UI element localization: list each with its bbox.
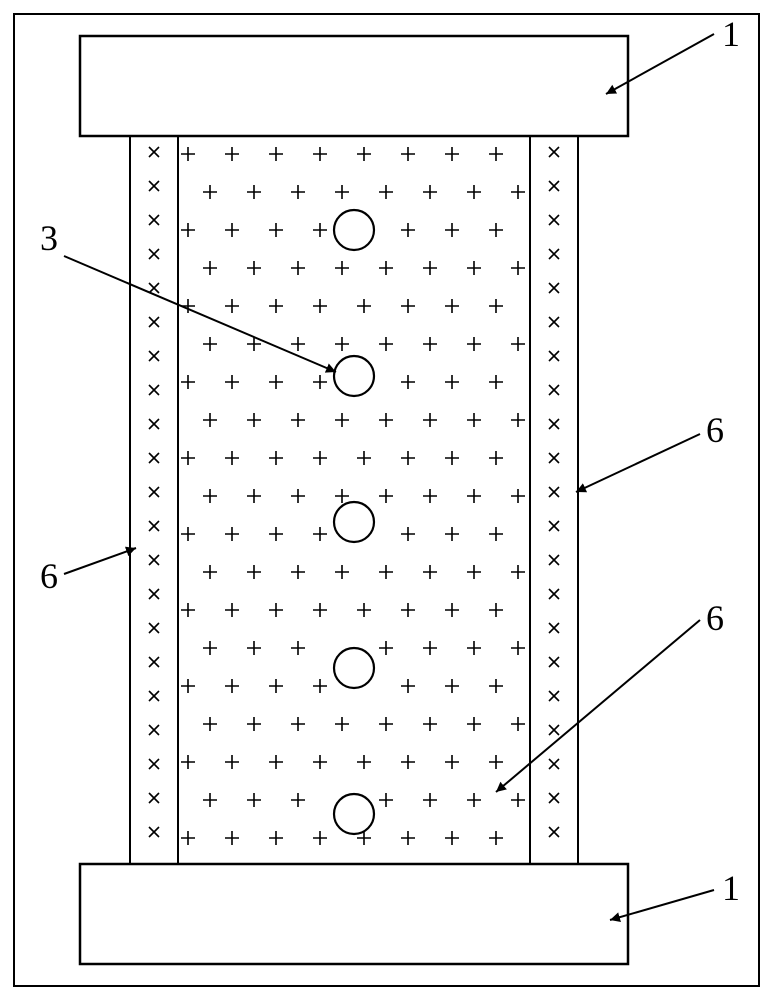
leader-6r1 bbox=[576, 434, 700, 492]
bottom-block bbox=[80, 864, 628, 964]
hole bbox=[334, 794, 374, 834]
hole bbox=[334, 356, 374, 396]
label-1b: 1 bbox=[722, 868, 740, 908]
label-6l: 6 bbox=[40, 556, 58, 596]
hole bbox=[334, 502, 374, 542]
plus-hatch bbox=[181, 147, 525, 845]
x-hatch-left bbox=[149, 147, 159, 837]
leader-6r2 bbox=[496, 620, 700, 792]
label-6r1: 6 bbox=[706, 410, 724, 450]
x-hatch-right bbox=[549, 147, 559, 837]
label-3: 3 bbox=[40, 218, 58, 258]
leader-6l bbox=[64, 548, 136, 574]
label-1t: 1 bbox=[722, 14, 740, 54]
hole bbox=[334, 210, 374, 250]
leader-3 bbox=[64, 256, 336, 372]
label-6r2: 6 bbox=[706, 598, 724, 638]
hole bbox=[334, 648, 374, 688]
top-block bbox=[80, 36, 628, 136]
